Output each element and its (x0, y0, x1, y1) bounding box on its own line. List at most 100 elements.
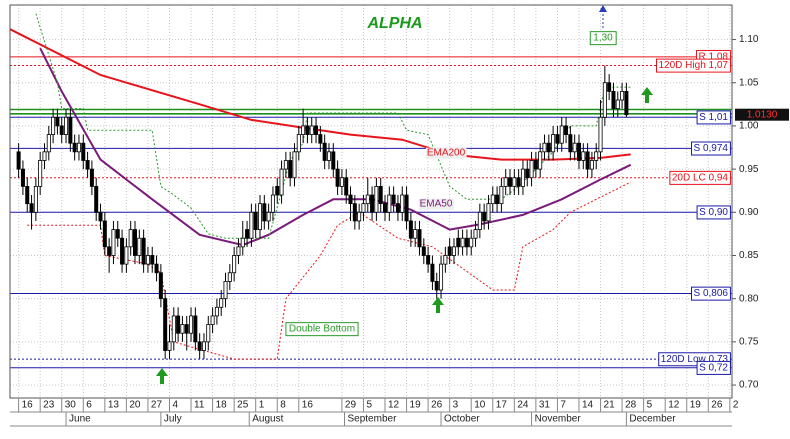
candle-body (417, 229, 422, 248)
x-tick-label: 19 (690, 400, 702, 411)
candle-body (249, 211, 254, 239)
candle-body (348, 194, 353, 205)
signal-arrow (432, 297, 444, 313)
candle-body (615, 99, 620, 110)
candle-body (20, 168, 25, 187)
levels-layer (10, 56, 732, 369)
x-tick-label: 31 (539, 400, 551, 411)
candle-body (279, 168, 284, 196)
y-tick-label: 0.85 (739, 250, 759, 261)
candle-body (473, 229, 478, 239)
candle-body (555, 134, 560, 144)
y-tick-label: 1.05 (739, 77, 759, 88)
candle-body (576, 142, 581, 161)
x-tick-label: 5 (366, 400, 372, 411)
candle-body (460, 237, 465, 248)
y-tick-label: 1.10 (739, 34, 759, 45)
candle-body (68, 116, 73, 144)
y-tick-label: 1.00 (739, 121, 759, 132)
candle-body (46, 134, 51, 153)
candle-body (270, 194, 275, 213)
candle-body (154, 263, 159, 274)
candle-body (193, 315, 198, 343)
x-tick-label: 20 (129, 400, 141, 411)
candle-body (163, 298, 168, 351)
candle-body (59, 125, 64, 135)
candle-body (85, 160, 90, 170)
candle-body (102, 220, 107, 248)
candle-body (107, 246, 112, 256)
signal-arrow (156, 368, 168, 384)
candle-body (197, 341, 202, 351)
y-tick-label: 0.70 (739, 380, 759, 391)
x-tick-label: 21 (604, 400, 616, 411)
candle-body (581, 151, 586, 161)
level-label-box (691, 286, 731, 301)
candle-body (503, 177, 508, 187)
level-label-box (696, 360, 731, 375)
candle-body (76, 142, 81, 153)
candle-body (469, 237, 474, 248)
candle-body (210, 315, 215, 325)
candle-body (607, 82, 612, 92)
candle-body (430, 263, 435, 282)
level-label: 20D LC 0,94 (672, 172, 729, 183)
level-label-box (691, 141, 731, 156)
candle-body (529, 160, 534, 179)
target-arrow-head (599, 5, 607, 12)
candle-body (258, 203, 263, 230)
y-tick-label: 0.90 (739, 207, 759, 218)
candle-body (266, 211, 271, 222)
x-tick-label: 16 (302, 400, 314, 411)
month-label: September (347, 414, 397, 425)
annotation-box (285, 322, 359, 337)
candle-body (288, 160, 293, 179)
x-tick-label: 23 (43, 400, 55, 411)
candle-body (542, 142, 547, 153)
candle-body (486, 203, 491, 222)
candle-body (296, 134, 301, 153)
candle-body (150, 255, 155, 265)
candle-body (214, 306, 219, 317)
annotation: 1,30 (593, 33, 613, 44)
line-label: EMA200 (427, 148, 466, 159)
x-tick-label: 3 (453, 400, 459, 411)
signal-arrow (641, 87, 653, 103)
candle-body (29, 203, 34, 213)
x-tick-label: 11 (194, 400, 205, 411)
candle-body (464, 237, 469, 248)
last-price-label: 1.0130 (747, 109, 778, 120)
candle-body (167, 341, 172, 351)
candle-body (275, 185, 280, 196)
month-label: June (69, 414, 91, 425)
candle-body (520, 168, 525, 187)
candle-body (477, 211, 482, 230)
x-tick-label: 7 (560, 400, 566, 411)
x-tick-label: 2 (733, 400, 739, 411)
x-tick-label: 1 (259, 400, 265, 411)
candle-body (568, 134, 573, 153)
level-label: S 0,72 (699, 362, 728, 373)
candle-body (585, 151, 590, 170)
candle-body (533, 160, 538, 170)
candle-body (598, 116, 603, 153)
candle-body (421, 246, 426, 256)
candle-body (344, 177, 349, 196)
x-tick-label: 6 (86, 400, 92, 411)
month-label: November (535, 414, 582, 425)
x-tick-label: 27 (151, 400, 163, 411)
month-label: July (164, 414, 182, 425)
candle-body (404, 194, 409, 222)
x-tick-label: 10 (474, 400, 486, 411)
level-label: 120D High 1,07 (659, 60, 729, 71)
candle-body (25, 185, 30, 205)
candle-body (16, 151, 21, 170)
candle-body (158, 272, 163, 300)
annotation-box (589, 31, 617, 46)
candle-body (115, 229, 120, 239)
x-tick-label: 12 (388, 400, 400, 411)
candle-body (374, 185, 379, 213)
candle-body (283, 160, 288, 170)
candle-body (378, 185, 383, 205)
candle-body (51, 116, 56, 135)
